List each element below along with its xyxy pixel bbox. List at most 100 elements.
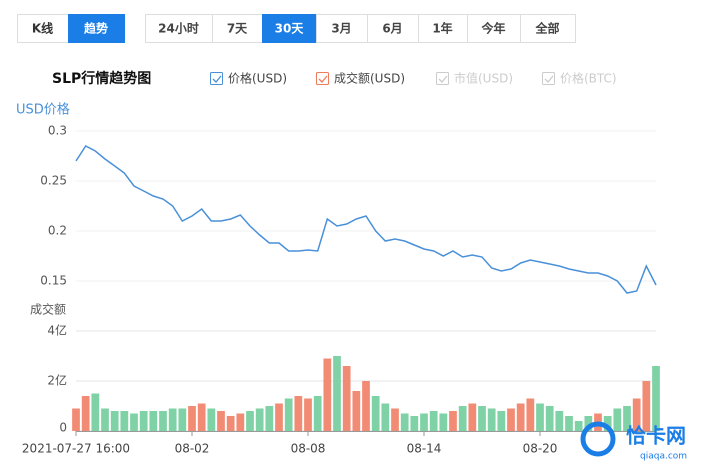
volume-bar <box>130 413 138 431</box>
legend-checkbox[interactable] <box>436 72 449 85</box>
legend-label[interactable]: 成交额(USD) <box>334 71 405 86</box>
volume-bar <box>507 408 515 431</box>
volume-bar <box>120 411 129 431</box>
legend-checkbox[interactable] <box>542 72 555 85</box>
price-line <box>75 145 657 294</box>
range-button[interactable] <box>262 14 317 43</box>
volume-bar <box>265 406 274 431</box>
volume-bar <box>642 381 651 431</box>
range-label[interactable]: 30天 <box>275 22 305 36</box>
range-label[interactable]: 6月 <box>382 22 402 36</box>
volume-bar <box>449 411 457 431</box>
volume-bar <box>197 403 206 431</box>
legend-label[interactable]: 价格(BTC) <box>560 71 617 86</box>
volume-bar <box>584 416 593 431</box>
y-axis-title: 成交额 <box>30 302 66 317</box>
volume-bar <box>652 366 660 431</box>
volume-bar <box>168 408 177 431</box>
y-tick-label: 0.25 <box>40 174 67 188</box>
volume-bar <box>323 358 332 431</box>
y-tick-label: 0 <box>59 421 67 435</box>
tab-label[interactable]: K线 <box>32 21 53 36</box>
volume-bar <box>81 396 90 431</box>
chart-title: SLP行情趋势图 <box>52 70 151 87</box>
volume-bar <box>574 421 583 431</box>
range-label[interactable]: 3月 <box>331 22 351 36</box>
range-label[interactable]: 今年 <box>480 21 505 36</box>
volume-bar <box>400 413 409 431</box>
volume-bar <box>429 411 438 431</box>
volume-bar <box>72 408 80 431</box>
volume-bar <box>255 408 264 431</box>
volume-bar <box>217 411 225 431</box>
volume-bar <box>545 406 554 431</box>
legend-check <box>544 75 554 83</box>
tab-button[interactable] <box>17 14 69 43</box>
legend-check <box>438 75 448 83</box>
volume-bar <box>410 416 419 431</box>
volume-bar <box>207 408 216 431</box>
volume-bar <box>536 403 544 431</box>
range-label[interactable]: 全部 <box>534 21 559 36</box>
x-tick-label: 08-08 <box>291 442 326 456</box>
range-label[interactable]: 7天 <box>227 22 248 36</box>
tab-label[interactable]: 趋势 <box>84 21 108 36</box>
volume-bar <box>149 411 158 431</box>
volume-bar <box>603 416 612 431</box>
x-tick-label: 08-20 <box>523 442 558 456</box>
range-button[interactable] <box>316 14 368 43</box>
x-tick-label: 08-02 <box>175 442 210 456</box>
y-tick-label: 0.3 <box>48 124 67 138</box>
volume-bar <box>342 366 351 431</box>
volume-bar <box>110 411 119 431</box>
volume-bar <box>362 381 370 431</box>
volume-bar <box>352 391 361 431</box>
legend-label[interactable]: 价格(USD) <box>228 71 287 86</box>
volume-bar <box>284 398 293 431</box>
volume-bar <box>246 411 254 431</box>
volume-bar <box>391 408 399 431</box>
watermark-text: 恰卡网 <box>626 424 686 448</box>
range-button[interactable] <box>418 14 468 43</box>
volume-bar <box>439 413 448 431</box>
volume-bar <box>371 396 380 431</box>
volume-bar <box>613 408 622 431</box>
legend-checkbox[interactable] <box>210 72 223 85</box>
volume-bar <box>487 408 496 431</box>
volume-bar <box>565 416 573 431</box>
x-tick-label: 08-14 <box>407 442 442 456</box>
x-tick-label: 2021-07-27 16:00 <box>22 442 130 456</box>
range-button[interactable] <box>520 14 576 43</box>
range-button[interactable] <box>467 14 521 43</box>
volume-bar <box>478 406 486 431</box>
volume-bar <box>516 403 525 431</box>
volume-bar <box>275 403 283 431</box>
volume-bar <box>139 411 148 431</box>
volume-bar <box>526 398 535 431</box>
legend-check <box>212 75 222 83</box>
volume-bar <box>381 403 390 431</box>
range-button[interactable] <box>367 14 419 43</box>
legend-checkbox[interactable] <box>316 72 329 85</box>
volume-bar <box>555 411 564 431</box>
volume-bar <box>313 396 322 431</box>
volume-bar <box>468 403 477 431</box>
range-label[interactable]: 24小时 <box>158 21 199 36</box>
volume-bar <box>91 393 100 431</box>
legend-label[interactable]: 市值(USD) <box>454 71 513 86</box>
legend-check <box>318 75 328 83</box>
range-button[interactable] <box>145 14 213 43</box>
volume-bar <box>159 411 167 431</box>
volume-bar <box>333 356 341 431</box>
volume-bar <box>294 396 303 431</box>
y-axis-title: USD价格 <box>16 102 70 118</box>
volume-bar <box>304 398 312 431</box>
volume-bar <box>101 408 109 431</box>
y-tick-label: 0.15 <box>40 274 67 288</box>
tab-button[interactable] <box>68 14 125 43</box>
volume-bar <box>236 413 245 431</box>
y-tick-label: 0.2 <box>48 224 67 238</box>
range-label[interactable]: 1年 <box>432 21 452 36</box>
watermark-url: qiaqa.com <box>640 452 687 462</box>
